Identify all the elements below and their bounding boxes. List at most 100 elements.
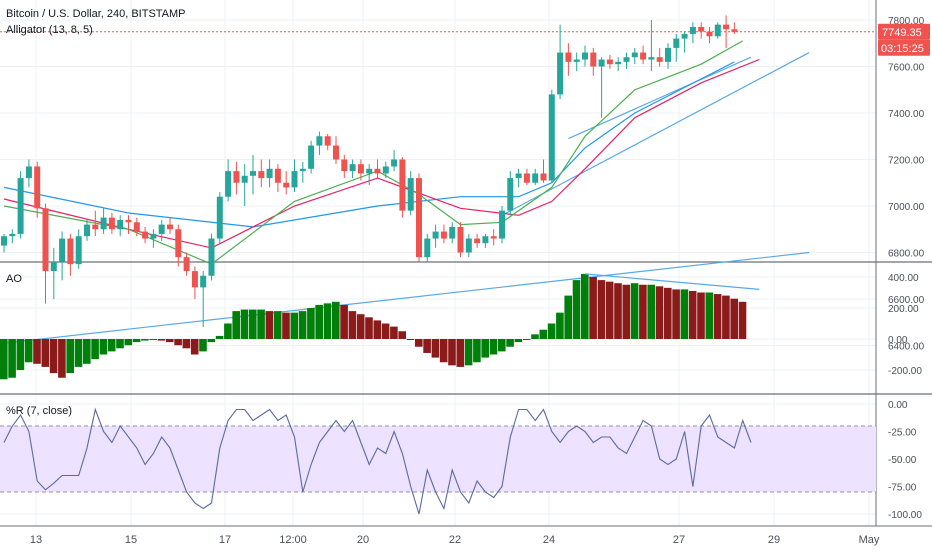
ao-axis-tick-label: 0.00 xyxy=(888,335,908,346)
ao-bar xyxy=(332,301,340,339)
ao-bar xyxy=(24,339,33,363)
time-axis-tick-label: 15 xyxy=(125,534,137,546)
candle-body xyxy=(606,59,613,65)
ao-bar xyxy=(622,284,631,339)
ao-bar xyxy=(448,339,456,366)
ao-bar xyxy=(91,339,99,360)
ao-bar xyxy=(41,339,50,367)
candle-body xyxy=(357,164,364,174)
candle-body xyxy=(117,219,124,230)
price-axis-tick-label: 6600.00 xyxy=(888,295,925,306)
ao-bar xyxy=(307,308,315,339)
symbol-title: Bitcoin / U.S. Dollar, 240, BITSTAMP xyxy=(6,8,186,20)
alligator-indicator-label[interactable]: Alligator (13, 8, 5) xyxy=(6,24,93,36)
candle-body xyxy=(108,217,115,230)
ao-bar xyxy=(639,284,647,339)
ao-bar xyxy=(431,339,440,358)
ao-bar xyxy=(672,289,680,339)
ao-bar xyxy=(498,339,506,352)
ao-bar xyxy=(265,311,274,339)
ao-bar xyxy=(199,339,207,352)
candle-body xyxy=(291,171,298,188)
ao-bar xyxy=(655,286,664,339)
ao-bar xyxy=(298,311,307,339)
ao-bars xyxy=(0,273,747,380)
candle-body xyxy=(341,159,348,172)
ao-bar xyxy=(581,273,589,339)
time-axis-tick-label: 17 xyxy=(219,534,231,546)
candle-body xyxy=(366,168,373,174)
ao-bar xyxy=(149,339,157,340)
ao-bar xyxy=(398,331,406,339)
candle-body xyxy=(432,231,439,239)
candle-body xyxy=(631,52,638,58)
ao-bar xyxy=(481,339,489,358)
wr-axis-tick-label: -100.00 xyxy=(888,510,922,521)
ao-bar xyxy=(664,287,672,339)
candle-body xyxy=(25,166,32,179)
ao-axis-tick-label: 400.00 xyxy=(888,273,919,284)
ao-bar xyxy=(373,320,382,339)
ao-divergence-trendline xyxy=(584,273,760,290)
candle-body xyxy=(258,171,265,179)
time-axis-tick-label: 29 xyxy=(768,534,780,546)
candle-body xyxy=(59,238,66,262)
ao-bar xyxy=(190,339,199,355)
candle-body xyxy=(299,168,306,172)
countdown-badge xyxy=(878,39,930,56)
candle-body xyxy=(283,182,290,188)
candle-body xyxy=(416,178,422,258)
ao-bar xyxy=(240,309,249,339)
time-axis-tick-label: 13 xyxy=(30,534,42,546)
ao-bar xyxy=(74,339,83,367)
ao-bar xyxy=(605,281,614,339)
candle-body xyxy=(316,136,323,146)
candle-body xyxy=(623,57,630,62)
ao-bar xyxy=(66,339,74,374)
ao-bar xyxy=(415,339,423,347)
candles xyxy=(1,15,738,327)
candle-body xyxy=(175,229,182,258)
candle-body xyxy=(150,233,157,239)
candle-body xyxy=(499,210,505,239)
candle-body xyxy=(9,233,16,237)
ao-bar xyxy=(83,339,91,364)
candle-body xyxy=(640,52,647,60)
candle-body xyxy=(42,208,49,272)
candle-body xyxy=(706,31,713,37)
price-axis-tick-label: 7200.00 xyxy=(888,156,925,167)
candle-body xyxy=(382,166,389,174)
ao-bar xyxy=(182,339,191,349)
candle-body xyxy=(216,196,223,239)
candle-body xyxy=(457,226,464,253)
candle-body xyxy=(540,173,547,181)
candle-body xyxy=(507,178,514,211)
candle-body xyxy=(374,168,381,174)
ao-bar xyxy=(564,295,572,339)
candle-body xyxy=(665,47,671,62)
candle-body xyxy=(349,164,356,172)
ao-bar xyxy=(207,339,216,343)
candle-body xyxy=(92,224,99,230)
candle-body xyxy=(598,59,605,67)
candle-body xyxy=(241,175,248,183)
ao-bar xyxy=(16,339,25,370)
candle-body xyxy=(84,224,90,237)
ao-bar xyxy=(722,295,730,339)
ao-bar xyxy=(697,292,705,339)
candle-body xyxy=(440,231,447,239)
ao-bar xyxy=(49,339,58,374)
ao-bar xyxy=(116,339,124,349)
candle-body xyxy=(689,26,696,34)
price-axis-tick-label: 6400.00 xyxy=(888,342,925,353)
ao-bar xyxy=(531,334,539,339)
wr-overbought-oversold-band xyxy=(0,426,876,492)
time-axis-tick-label: 20 xyxy=(357,534,369,546)
candle-body xyxy=(233,171,240,183)
wr-line xyxy=(3,407,752,515)
ao-bar xyxy=(547,323,556,339)
ao-bar xyxy=(406,339,415,340)
candle-body xyxy=(515,173,522,179)
candle-body xyxy=(34,166,41,209)
candle-body xyxy=(67,238,74,265)
